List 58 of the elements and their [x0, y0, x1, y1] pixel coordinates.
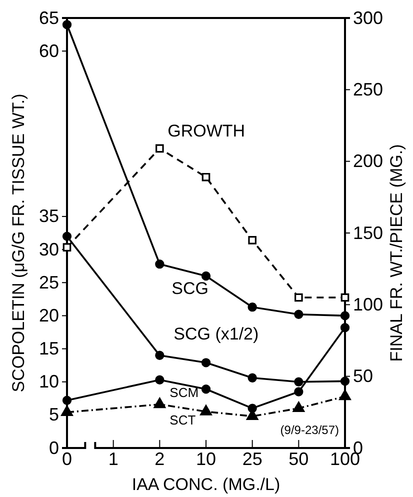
series-label: GROWTH — [168, 121, 246, 140]
point — [294, 377, 304, 386]
point — [294, 293, 303, 302]
series-label: SCT — [170, 412, 196, 428]
y-tick-label: 20 — [38, 305, 59, 326]
x-tick-label: 50 — [288, 448, 309, 469]
point — [248, 302, 257, 312]
point — [61, 406, 73, 416]
point — [340, 311, 350, 320]
x-tick-label: 10 — [196, 448, 216, 469]
point — [200, 404, 212, 416]
series-label: SCM — [170, 384, 199, 400]
y-tick-label: 25 — [38, 272, 59, 292]
y-tick-label: 10 — [38, 372, 59, 392]
point — [156, 144, 164, 153]
y2-tick-label: 100 — [353, 294, 384, 314]
point — [294, 310, 304, 319]
point — [201, 271, 211, 281]
point — [202, 172, 210, 182]
y-tick-label: 5 — [48, 404, 59, 425]
point — [248, 373, 257, 382]
y2-tick-label: 300 — [353, 8, 384, 28]
x-tick-label: 25 — [242, 448, 262, 469]
y2-tick-label: 50 — [353, 366, 374, 386]
y2-tick-label: 250 — [353, 79, 384, 100]
y2-tick-label: 150 — [353, 222, 384, 243]
series-label: SCG — [172, 279, 209, 298]
point — [155, 375, 164, 384]
point — [201, 358, 211, 368]
point — [248, 236, 256, 244]
point — [62, 20, 72, 30]
point — [154, 398, 166, 408]
y2-axis-title: FINAL FR. WT./PIECE (MG.) — [387, 144, 406, 362]
point — [340, 323, 350, 332]
y-tick-label: 65 — [38, 8, 59, 28]
x-tick-label: 2 — [154, 448, 165, 469]
series-label: SCG (x1/2) — [174, 324, 259, 344]
y-tick-label: 30 — [38, 239, 59, 260]
point — [340, 293, 350, 302]
point — [62, 396, 72, 405]
y-tick-label: 60 — [38, 40, 59, 61]
point — [339, 390, 351, 400]
y2-tick-label: 200 — [353, 151, 384, 172]
point — [62, 243, 72, 252]
point — [155, 260, 164, 269]
x-axis-title: IAA CONC. (MG./L) — [132, 475, 280, 494]
point — [62, 232, 72, 241]
point — [292, 402, 305, 412]
point — [294, 387, 304, 396]
point — [155, 350, 164, 360]
annotation: (9/9-23/57) — [280, 423, 339, 437]
y-axis-title: SCOPOLETIN (μG/G FR. TISSUE WT.) — [9, 94, 28, 392]
x-tick-label: 0 — [62, 448, 72, 469]
point — [201, 384, 211, 394]
y-tick-label: 15 — [38, 338, 59, 359]
x-tick-label: 1 — [108, 448, 118, 469]
point — [340, 376, 350, 386]
y-tick-label: 35 — [38, 206, 59, 226]
